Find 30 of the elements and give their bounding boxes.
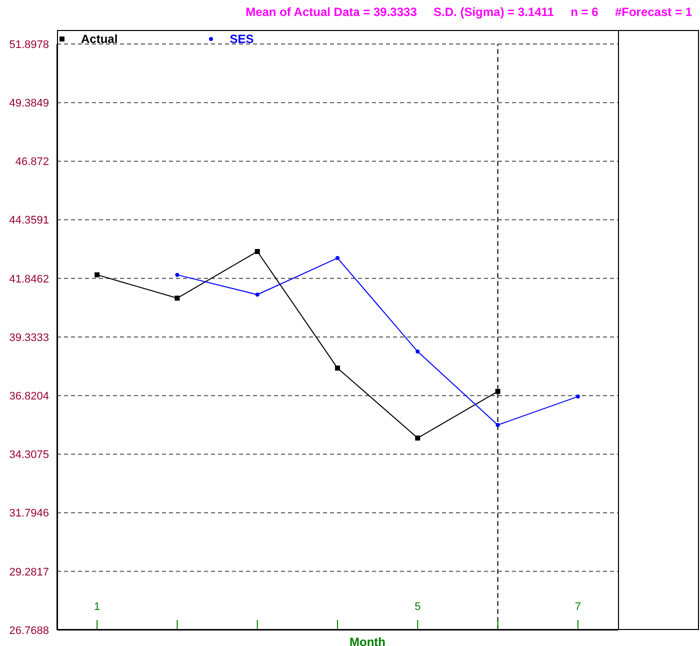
point	[416, 350, 420, 354]
point	[415, 436, 420, 441]
y-tick-label: 44.3591	[9, 214, 49, 227]
y-tick-label: 46.872	[15, 156, 49, 168]
point	[336, 256, 340, 260]
x-tick-label: 5	[414, 601, 421, 613]
point	[496, 422, 500, 427]
point	[576, 394, 580, 399]
point	[495, 388, 500, 394]
y-tick-label: 39.3333	[9, 332, 49, 344]
text: Mean of Actual Data = 39.3333 S.D. (Sigma) = 3.1411 n = 6 #Forecast = 1	[246, 5, 692, 19]
point	[94, 272, 100, 278]
x-axis-title: Month	[350, 635, 386, 646]
y-tick-label: 41.8462	[9, 273, 49, 286]
x-tick-label: 1	[94, 601, 100, 613]
legend-label: SES	[230, 32, 254, 46]
point	[254, 248, 260, 254]
y-tick-label: 36.8204	[9, 390, 49, 403]
point	[255, 292, 260, 297]
y-tick-label: 29.2817	[9, 566, 49, 578]
point	[335, 366, 340, 371]
y-tick-label: 49.3849	[9, 98, 49, 110]
y-tick-label: 51.8978	[9, 38, 49, 51]
point	[175, 272, 180, 277]
y-tick-label: 31.7946	[9, 508, 49, 520]
y-tick-label: 34.3075	[9, 449, 49, 462]
x-tick-label: 7	[574, 601, 581, 613]
legend-label: Actual	[81, 32, 118, 46]
point	[174, 296, 180, 301]
y-tick-label: 26.7688	[9, 624, 49, 637]
